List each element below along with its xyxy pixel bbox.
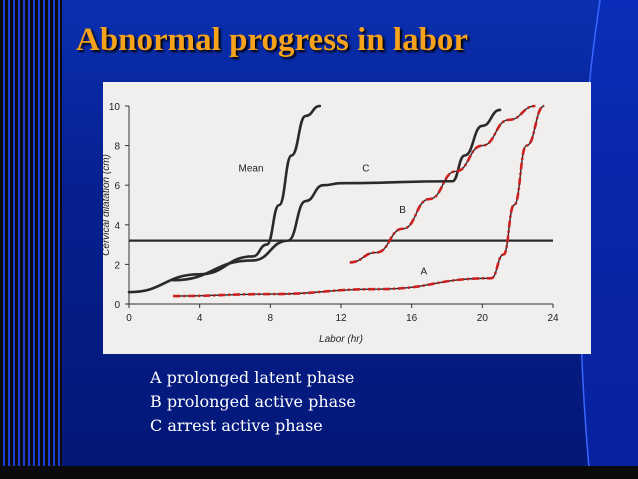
curve-label-mean: Mean bbox=[239, 163, 264, 174]
x-tick-label: 8 bbox=[268, 313, 274, 324]
y-tick-label: 10 bbox=[109, 102, 121, 113]
y-axis-title: Cervical dilatation (cm) bbox=[103, 154, 112, 256]
y-tick-label: 8 bbox=[114, 142, 120, 153]
labor-curve-chart: 0 4 8 12 16 20 24 0 2 4 6 8 10 Labor (hr) Cervical dil… bbox=[103, 82, 591, 354]
x-axis-title: Labor (hr) bbox=[319, 334, 363, 345]
x-tick-label: 12 bbox=[335, 313, 347, 324]
y-tick-label: 6 bbox=[114, 181, 120, 192]
note-b: B prolonged active phase bbox=[150, 392, 356, 411]
series-a-line-base bbox=[173, 105, 545, 297]
chart-labels: Mean C B A bbox=[239, 163, 428, 277]
series-c-line bbox=[171, 108, 502, 282]
curve-label-a: A bbox=[421, 266, 428, 277]
left-stripe-decoration bbox=[0, 0, 62, 479]
curve-label-c: C bbox=[362, 163, 369, 174]
note-a: A prolonged latent phase bbox=[150, 368, 355, 387]
slide-title: Abnormal progress in labor bbox=[76, 22, 469, 58]
note-c: C arrest active phase bbox=[150, 416, 323, 435]
x-tick-label: 0 bbox=[126, 313, 132, 324]
y-tick-label: 2 bbox=[114, 260, 120, 271]
x-tick-label: 16 bbox=[406, 313, 418, 324]
series-a-line bbox=[173, 104, 545, 298]
curve-label-b: B bbox=[399, 205, 406, 216]
bottom-bar-decoration bbox=[0, 466, 638, 479]
x-tick-label: 20 bbox=[477, 313, 489, 324]
series-mean-line bbox=[127, 104, 322, 294]
chart-series bbox=[127, 104, 545, 298]
phase-notes: A prolonged latent phase B prolonged act… bbox=[150, 366, 356, 438]
x-tick-label: 4 bbox=[197, 313, 203, 324]
y-tick-label: 4 bbox=[114, 221, 120, 232]
y-tick-label: 0 bbox=[114, 300, 120, 311]
x-tick-label: 24 bbox=[547, 313, 559, 324]
series-b-line bbox=[349, 104, 536, 264]
